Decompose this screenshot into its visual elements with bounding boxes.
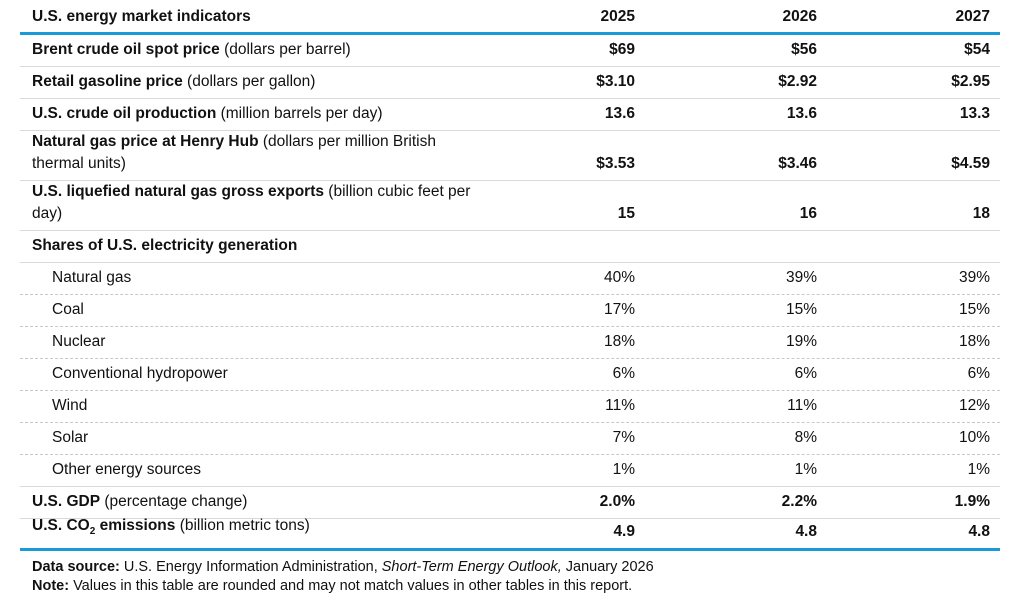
cell: $4.59 xyxy=(951,155,990,172)
row-label: Natural gas price at Henry Hub xyxy=(32,133,259,150)
note: Note: Values in this table are rounded a… xyxy=(32,577,654,596)
cell: 15% xyxy=(785,301,817,318)
row-label: Coal xyxy=(52,301,84,318)
table-row: Solar 7% 8% 10% xyxy=(20,423,1000,455)
row-unit: (million barrels per day) xyxy=(216,105,383,122)
cell: $3.46 xyxy=(778,155,817,172)
cell: 15 xyxy=(617,205,635,222)
row-label: U.S. crude oil production xyxy=(32,105,217,122)
row-label: Brent crude oil spot price xyxy=(32,41,220,58)
row-unit: (billion metric tons) xyxy=(175,516,310,534)
row-label: Retail gasoline price xyxy=(32,73,183,90)
year-header: 2026 xyxy=(782,8,817,25)
cell: 18% xyxy=(958,333,990,350)
cell: 10% xyxy=(958,429,990,446)
source-date: January 2026 xyxy=(561,559,654,575)
cell: 6% xyxy=(612,365,635,382)
cell: 11% xyxy=(787,397,817,414)
cell: 13.6 xyxy=(604,105,635,122)
cell: 11% xyxy=(605,397,635,414)
cell: 1.9% xyxy=(954,493,990,510)
cell: $69 xyxy=(609,41,635,58)
row-label: Solar xyxy=(52,429,89,446)
cell: 17% xyxy=(603,301,635,318)
table-header: U.S. energy market indicators 2025 2026 … xyxy=(20,6,1000,35)
cell: 18 xyxy=(972,205,990,222)
row-label: Natural gas xyxy=(52,269,132,286)
cell: 39% xyxy=(958,269,990,286)
note-text: Values in this table are rounded and may… xyxy=(69,578,633,594)
energy-indicators-table: U.S. energy market indicators 2025 2026 … xyxy=(20,6,1000,551)
cell: 7% xyxy=(612,429,635,446)
source-label: Data source: xyxy=(32,559,120,575)
row-label: Wind xyxy=(52,397,88,414)
shares-heading-row: Shares of U.S. electricity generation xyxy=(20,231,1000,263)
cell: 13.6 xyxy=(786,105,817,122)
table-row: Nuclear 18% 19% 18% xyxy=(20,327,1000,359)
cell: 4.9 xyxy=(613,523,635,540)
table-row: Coal 17% 15% 15% xyxy=(20,295,1000,327)
cell: 19% xyxy=(785,333,817,350)
row-label: U.S. CO2 emissions xyxy=(32,516,176,537)
table-row: Natural gas 40% 39% 39% xyxy=(20,263,1000,295)
cell: 4.8 xyxy=(795,523,817,540)
source-publication: Short-Term Energy Outlook, xyxy=(381,559,562,575)
table-row-gdp: U.S. GDP (percentage change) 2.0% 2.2% 1… xyxy=(20,487,1000,519)
cell: $54 xyxy=(964,41,990,58)
table-row-co2: U.S. CO2 emissions (billion metric tons)… xyxy=(20,516,1000,551)
table-title: U.S. energy market indicators xyxy=(32,8,251,25)
data-source: Data source: U.S. Energy Information Adm… xyxy=(32,558,654,577)
table-row: Conventional hydropower 6% 6% 6% xyxy=(20,359,1000,391)
row-unit: (billion cubic feet per day) xyxy=(32,183,471,222)
row-label: U.S. GDP xyxy=(32,493,101,510)
cell: 6% xyxy=(967,365,990,382)
row-label: U.S. liquefied natural gas gross exports xyxy=(32,183,324,200)
cell: 2.2% xyxy=(781,493,817,510)
year-header: 2025 xyxy=(600,8,635,25)
cell: 1% xyxy=(794,461,817,478)
cell: $3.10 xyxy=(596,73,635,90)
row-unit: (dollars per barrel) xyxy=(219,41,351,58)
cell: 18% xyxy=(603,333,635,350)
cell: 12% xyxy=(958,397,990,414)
table-row: U.S. liquefied natural gas gross exports… xyxy=(20,181,1000,231)
cell: 2.0% xyxy=(599,493,635,510)
cell: 6% xyxy=(794,365,817,382)
table-row: Brent crude oil spot price (dollars per … xyxy=(20,35,1000,67)
year-header: 2027 xyxy=(955,8,990,25)
row-label-part: emissions xyxy=(95,516,176,534)
cell: 8% xyxy=(794,429,817,446)
cell: 1% xyxy=(612,461,635,478)
row-label-subscript: 2 xyxy=(89,526,96,537)
row-label: Conventional hydropower xyxy=(52,365,228,382)
cell: 40% xyxy=(603,269,635,286)
cell: 16 xyxy=(799,205,817,222)
cell: $56 xyxy=(791,41,817,58)
table-row: U.S. crude oil production (million barre… xyxy=(20,99,1000,131)
table-footer: Data source: U.S. Energy Information Adm… xyxy=(32,558,654,596)
row-unit: (dollars per million British thermal uni… xyxy=(32,133,436,172)
row-unit: (percentage change) xyxy=(100,493,248,510)
table-row: Wind 11% 11% 12% xyxy=(20,391,1000,423)
cell: 39% xyxy=(785,269,817,286)
table-row: Other energy sources 1% 1% 1% xyxy=(20,455,1000,487)
cell: 1% xyxy=(967,461,990,478)
cell: $2.92 xyxy=(778,73,817,90)
cell: $2.95 xyxy=(951,73,990,90)
shares-heading: Shares of U.S. electricity generation xyxy=(32,237,298,254)
source-text: U.S. Energy Information Administration, xyxy=(119,559,382,575)
cell: $3.53 xyxy=(596,155,635,172)
cell: 13.3 xyxy=(959,105,990,122)
cell: 4.8 xyxy=(968,523,990,540)
table-row: Natural gas price at Henry Hub (dollars … xyxy=(20,131,1000,181)
row-label: Other energy sources xyxy=(52,461,202,478)
table-row: Retail gasoline price (dollars per gallo… xyxy=(20,67,1000,99)
row-label-part: U.S. CO xyxy=(32,516,90,534)
row-unit: (dollars per gallon) xyxy=(182,73,316,90)
note-label: Note: xyxy=(32,578,70,594)
row-label: Nuclear xyxy=(52,333,106,350)
cell: 15% xyxy=(958,301,990,318)
